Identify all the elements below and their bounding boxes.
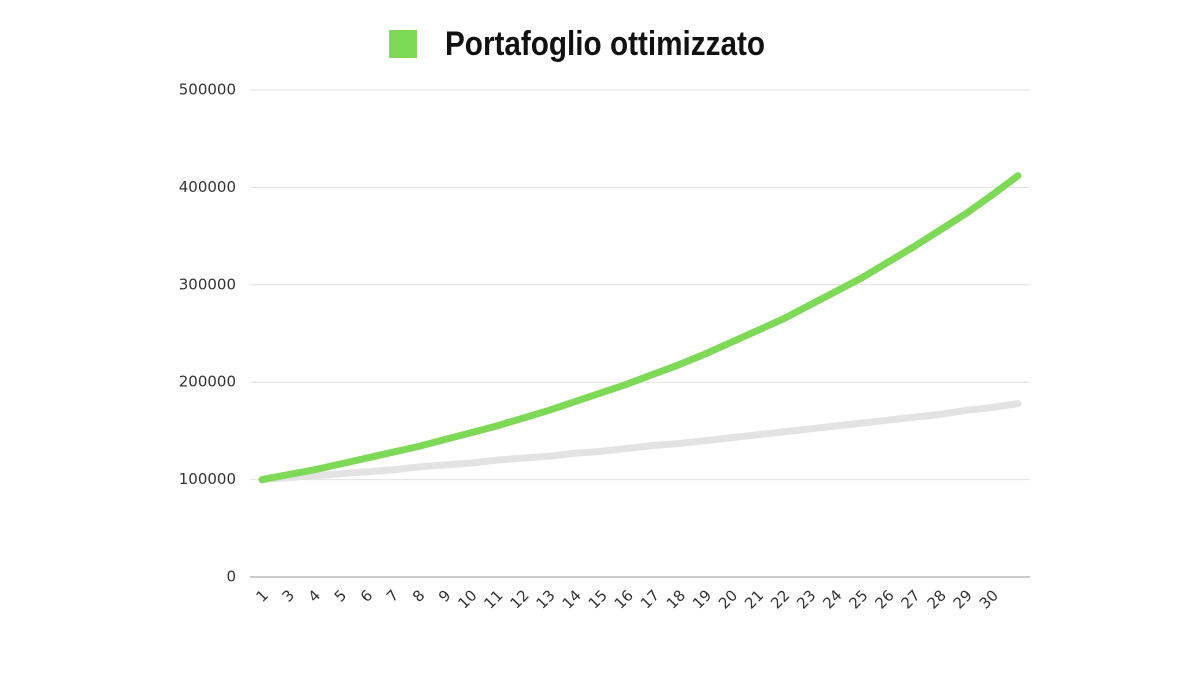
legend-label: Portafoglio ottimizzato bbox=[445, 25, 765, 63]
x-tick-label: 29 bbox=[950, 586, 976, 612]
x-tick-label: 3 bbox=[279, 586, 298, 605]
x-tick-label: 13 bbox=[533, 586, 559, 612]
y-tick-label: 0 bbox=[226, 568, 236, 586]
x-tick-label: 28 bbox=[924, 586, 950, 612]
legend-swatch bbox=[389, 30, 417, 58]
x-tick-label: 17 bbox=[637, 586, 663, 612]
x-tick-label: 25 bbox=[845, 586, 871, 612]
x-tick-label: 6 bbox=[357, 586, 376, 605]
y-tick-label: 100000 bbox=[179, 470, 236, 488]
x-tick-label: 20 bbox=[715, 586, 741, 612]
x-tick-label: 15 bbox=[585, 586, 611, 612]
y-tick-label: 200000 bbox=[179, 373, 236, 391]
x-tick-label: 21 bbox=[741, 586, 767, 612]
x-tick-label: 18 bbox=[663, 586, 689, 612]
x-tick-label: 22 bbox=[767, 586, 793, 612]
x-tick-label: 27 bbox=[898, 586, 924, 612]
series-line bbox=[258, 172, 1022, 484]
y-tick-label: 400000 bbox=[179, 178, 236, 196]
x-tick-label: 12 bbox=[506, 586, 532, 612]
x-tick-label: 1 bbox=[253, 586, 272, 605]
x-tick-label: 5 bbox=[331, 586, 350, 605]
x-tick-label: 11 bbox=[480, 586, 506, 612]
x-tick-label: 7 bbox=[383, 586, 402, 605]
y-tick-label: 500000 bbox=[179, 81, 236, 99]
x-tick-label: 26 bbox=[871, 586, 897, 612]
x-tick-label: 24 bbox=[819, 586, 845, 612]
x-tick-label: 14 bbox=[559, 586, 585, 612]
x-tick-label: 9 bbox=[435, 586, 454, 605]
x-tick-label: 30 bbox=[976, 586, 1002, 612]
x-tick-label: 23 bbox=[793, 586, 819, 612]
x-tick-label: 10 bbox=[454, 586, 480, 612]
x-tick-label: 4 bbox=[305, 586, 324, 605]
y-tick-label: 300000 bbox=[179, 275, 236, 293]
x-tick-label: 19 bbox=[689, 586, 715, 612]
x-tick-label: 8 bbox=[409, 586, 428, 605]
x-tick-label: 16 bbox=[611, 586, 637, 612]
series-line bbox=[258, 400, 1022, 484]
